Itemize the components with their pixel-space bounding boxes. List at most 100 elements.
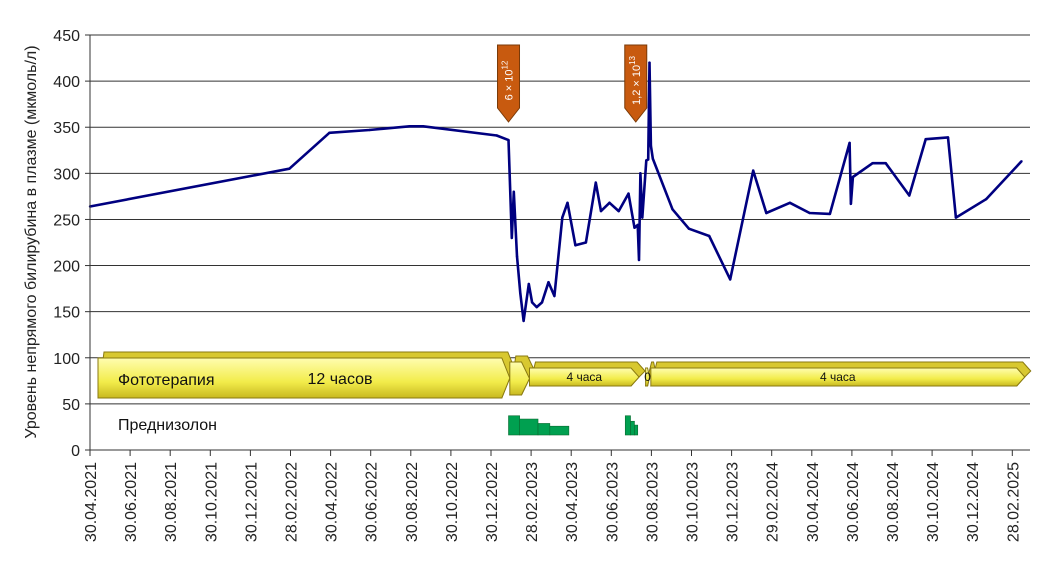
data-point xyxy=(522,319,525,323)
dose-marker-exponent: 12 xyxy=(501,60,510,69)
prednisolone-bar xyxy=(634,424,639,436)
x-tick-label: 30.10.2023 xyxy=(685,462,702,542)
prednisolone-bar xyxy=(624,415,631,436)
data-point xyxy=(574,244,577,247)
prednisolone-bar xyxy=(549,425,570,436)
data-point xyxy=(408,125,411,128)
dose-markers: 6 × 1012 1,2 × 1013 xyxy=(497,44,648,123)
dose-marker xyxy=(497,44,521,123)
phototherapy-segment xyxy=(97,357,511,399)
data-point xyxy=(984,198,988,201)
prednisolone-bar xyxy=(508,415,520,436)
x-tick-label: 30.12.2022 xyxy=(484,462,501,542)
data-point xyxy=(328,131,331,134)
data-point xyxy=(540,301,544,304)
bilirubin-series xyxy=(88,61,1023,323)
dose-marker-label: 6 × 1012 xyxy=(501,60,516,100)
data-point xyxy=(765,211,768,215)
dose-marker-exponent: 13 xyxy=(628,55,637,64)
prednisolone-band xyxy=(508,415,639,436)
data-point xyxy=(637,258,641,262)
data-point xyxy=(687,227,691,230)
data-point xyxy=(729,278,732,281)
data-point xyxy=(651,157,654,160)
data-point xyxy=(649,144,653,147)
data-point xyxy=(908,194,911,197)
data-point xyxy=(519,292,522,295)
x-tick-label: 30.04.2021 xyxy=(83,462,100,542)
data-point xyxy=(641,216,644,219)
y-tick-label: 50 xyxy=(62,397,80,414)
phototherapy-segment xyxy=(509,361,531,396)
data-point xyxy=(561,216,564,219)
phototherapy-segment xyxy=(645,367,651,387)
data-point xyxy=(671,208,674,211)
data-point xyxy=(645,159,648,162)
data-point xyxy=(946,136,950,139)
data-point xyxy=(288,167,291,170)
grid-lines xyxy=(90,34,1030,405)
prednisolone-bar xyxy=(537,423,551,436)
data-point xyxy=(708,234,711,238)
dose-marker xyxy=(624,44,648,123)
dose-marker-label: 1,2 × 1013 xyxy=(628,55,643,105)
x-tick-label: 30.08.2022 xyxy=(404,462,421,542)
x-tick-label: 30.06.2023 xyxy=(604,462,621,542)
data-point xyxy=(608,201,611,204)
data-point xyxy=(594,181,597,184)
data-point xyxy=(924,138,927,141)
y-tick-label: 250 xyxy=(53,212,80,229)
x-tick-label: 28.02.2022 xyxy=(284,462,301,542)
data-point xyxy=(617,209,620,213)
x-tick-label: 30.12.2023 xyxy=(725,462,742,542)
data-point xyxy=(510,236,513,240)
y-tick-label: 300 xyxy=(53,166,80,183)
data-point xyxy=(599,209,603,213)
y-tick-label: 0 xyxy=(71,443,80,460)
x-tick-label: 30.08.2023 xyxy=(644,462,661,542)
x-tick-label: 30.12.2021 xyxy=(243,462,260,542)
prednisolone-label: Преднизолон xyxy=(118,417,217,434)
prednisolone-bar xyxy=(519,418,539,436)
x-tick-label: 28.02.2025 xyxy=(1005,462,1022,542)
data-point xyxy=(627,192,630,195)
phototherapy-band: 12 часов 4 часа 0 4 часа xyxy=(97,351,1032,399)
data-point xyxy=(515,255,519,258)
data-point xyxy=(788,201,792,204)
data-point xyxy=(495,134,498,137)
data-point xyxy=(547,281,550,284)
data-point xyxy=(849,202,853,205)
data-point xyxy=(848,141,851,145)
y-tick-label: 150 xyxy=(53,305,80,322)
data-point xyxy=(639,172,642,175)
phototherapy-duration-label: 4 часа xyxy=(566,370,602,384)
y-tick-label: 400 xyxy=(53,74,80,91)
bilirubin-line xyxy=(89,61,1023,323)
x-tick-label: 30.08.2024 xyxy=(885,462,902,542)
y-axis-label: Уровень непрямого билирубина в плазме (м… xyxy=(23,45,40,438)
data-point xyxy=(851,175,855,179)
data-point xyxy=(954,216,958,219)
phototherapy-duration-label: 0 xyxy=(644,370,651,384)
prednisolone-bar xyxy=(630,420,635,436)
x-tick-label: 30.08.2021 xyxy=(163,462,180,542)
x-tick-label: 30.06.2021 xyxy=(123,462,140,542)
x-tick-label: 30.04.2023 xyxy=(564,462,581,542)
data-point xyxy=(828,212,832,216)
phototherapy-segment xyxy=(650,367,1026,387)
y-tick-label: 350 xyxy=(53,120,80,137)
x-tick-label: 29.02.2024 xyxy=(765,462,782,542)
axes: 0 50 100 150 200 250 300 350 400 450 30.04.2021 30.… xyxy=(53,28,1030,542)
data-point xyxy=(871,162,874,165)
data-point xyxy=(553,294,556,298)
data-point xyxy=(648,61,651,64)
data-point xyxy=(808,211,811,215)
y-tick-label: 200 xyxy=(53,259,80,276)
data-point xyxy=(527,282,530,286)
phototherapy-segment xyxy=(528,367,640,387)
y-tick-label: 100 xyxy=(53,351,80,368)
data-point xyxy=(530,301,534,304)
y-tick-label: 450 xyxy=(53,28,80,45)
x-tick-label: 30.04.2024 xyxy=(805,462,822,542)
